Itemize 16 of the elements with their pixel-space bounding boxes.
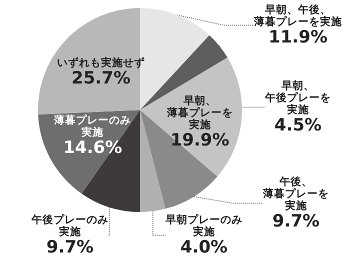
slice-label: 午後プレーのみ実施 (30, 213, 108, 238)
slice-label: 早朝、午後プレーを実施 (264, 79, 331, 116)
slice-label: 薄暮プレーのみ実施 (53, 114, 132, 139)
data-label: 9.7% (46, 238, 94, 258)
data-label: 4.0% (180, 238, 228, 258)
slice-label: 早朝プレーのみ実施 (164, 213, 242, 238)
slice-label: 早朝、午後、薄暮プレーを実施 (253, 3, 343, 28)
data-label: 25.7% (71, 68, 130, 89)
slice-label: 早朝、薄暮プレーを実施 (166, 94, 233, 132)
data-label: 19.9% (170, 130, 230, 151)
data-label: 9.7% (272, 212, 320, 232)
slice-label: 午後、薄暮プレーを実施 (262, 175, 329, 212)
slice-label: いずれも実施せず (56, 56, 145, 70)
data-label: 11.9% (268, 28, 328, 48)
data-label: 14.6% (63, 138, 122, 158)
data-label: 4.5% (274, 116, 322, 136)
